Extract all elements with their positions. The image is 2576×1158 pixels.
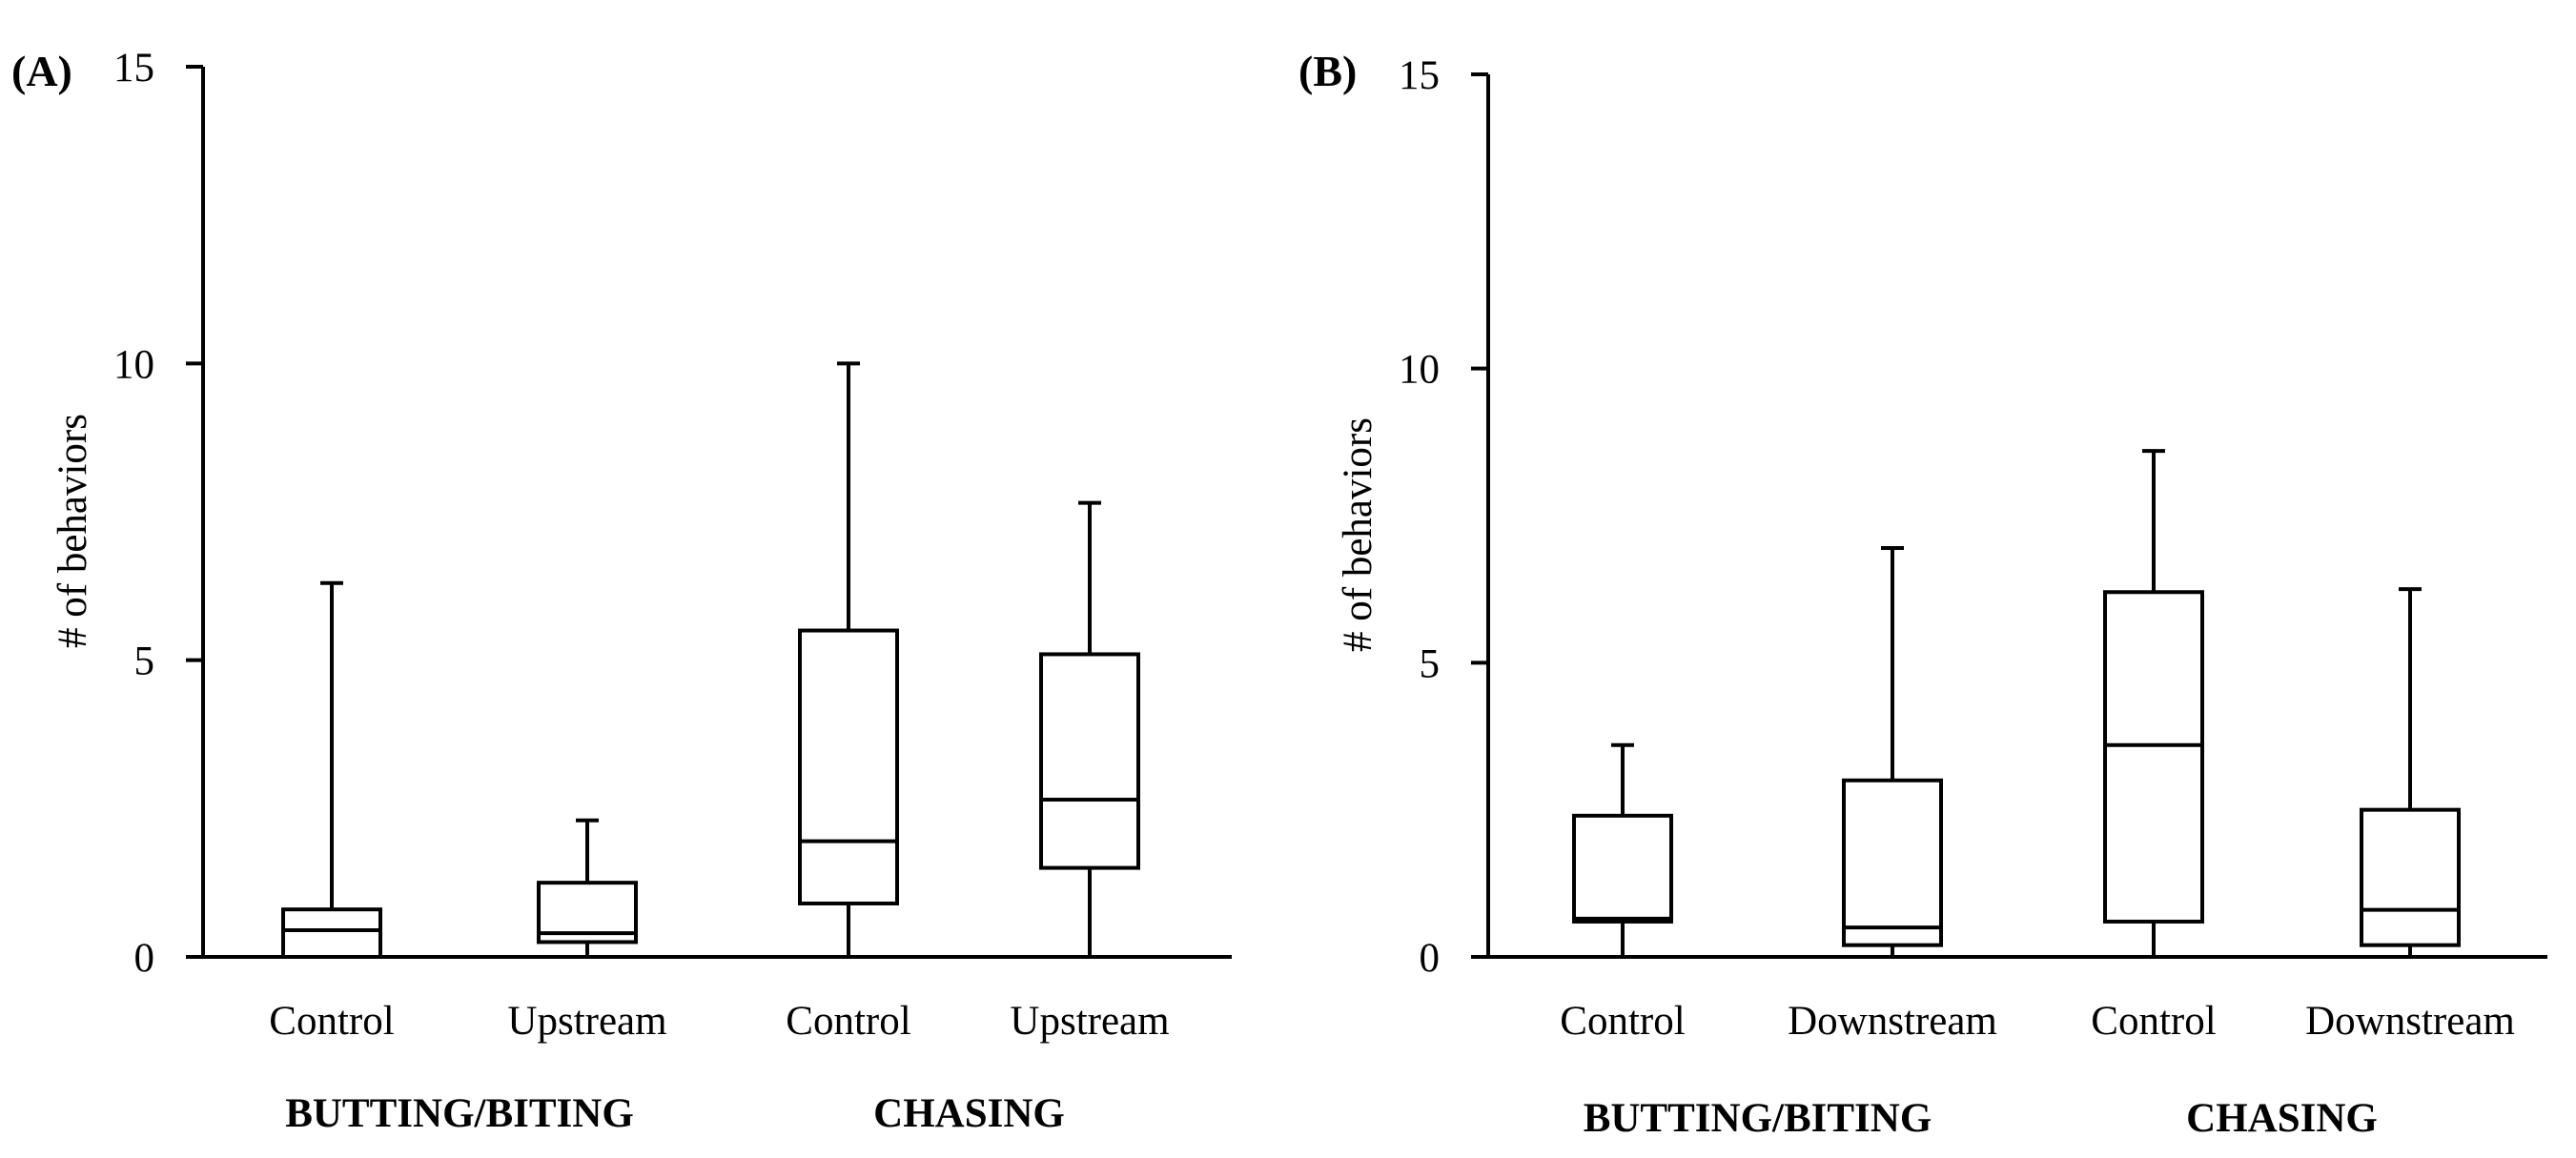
y-tick-label: 5 (1420, 641, 1441, 686)
y-tick-label: 15 (1399, 53, 1440, 98)
y-tick-label: 5 (134, 640, 155, 684)
box-1 (1572, 742, 1673, 957)
x-category-label: Downstream (2305, 999, 2515, 1044)
group-label: CHASING (873, 1091, 1065, 1136)
box-4 (2360, 587, 2461, 957)
box-iqr (798, 628, 899, 905)
box-iqr (2360, 807, 2461, 947)
box-3 (798, 361, 899, 957)
box-2 (1842, 545, 1943, 957)
box-iqr (2103, 590, 2204, 924)
chart-panel-a: (A) 0 5 10 15 # of behaviors Control Upstream Co… (11, 46, 1232, 1136)
box-iqr (537, 881, 638, 945)
box-2 (537, 818, 638, 957)
y-axis-title: # of behaviors (1336, 417, 1380, 652)
group-label: CHASING (2186, 1096, 2378, 1141)
box-iqr (1039, 652, 1140, 870)
y-tick-label: 0 (1420, 936, 1441, 981)
y-tick-label: 15 (113, 46, 154, 91)
group-label: BUTTING/BITING (1584, 1096, 1932, 1141)
x-category-label: Control (269, 999, 394, 1044)
panel-label: (B) (1298, 47, 1357, 95)
y-tick-label: 0 (134, 936, 155, 981)
panel-label: (A) (11, 47, 72, 95)
y-tick-label: 10 (113, 342, 154, 387)
x-category-label: Control (786, 999, 910, 1044)
x-category-label: Upstream (507, 999, 666, 1044)
box-1 (281, 580, 382, 959)
box-iqr (1572, 813, 1673, 924)
y-tick-label: 10 (1399, 348, 1440, 393)
box-3 (2103, 449, 2204, 957)
box-iqr (281, 907, 382, 959)
x-category-label: Upstream (1010, 999, 1169, 1044)
box-iqr (1842, 778, 1943, 947)
chart-panel-b: (B) 0 5 10 15 # of behaviors Control Downstream… (1298, 47, 2547, 1141)
group-label: BUTTING/BITING (285, 1091, 634, 1136)
x-category-label: Downstream (1788, 999, 1997, 1044)
box-4 (1039, 500, 1140, 957)
x-category-label: Control (2091, 999, 2216, 1044)
y-axis-title: # of behaviors (51, 414, 95, 648)
x-category-label: Control (1560, 999, 1685, 1044)
